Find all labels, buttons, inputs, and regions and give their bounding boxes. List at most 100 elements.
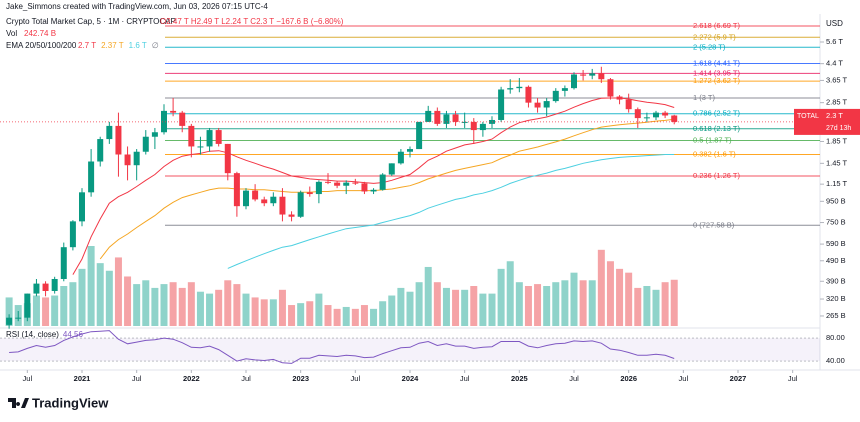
- candle-body: [580, 74, 587, 76]
- price-tag-box: [794, 108, 860, 135]
- ema-legend-value: 2.7 T: [78, 41, 96, 50]
- candle-body: [233, 173, 240, 207]
- candle-body: [106, 125, 113, 140]
- candle-body: [179, 112, 186, 126]
- candle-body: [634, 109, 641, 119]
- candle-body: [561, 88, 568, 91]
- candle-body: [552, 90, 559, 102]
- volume-bar: [342, 306, 350, 326]
- volume-bar: [606, 261, 614, 326]
- candle-body: [397, 151, 404, 164]
- candle-body: [598, 73, 605, 80]
- volume-bar: [534, 284, 542, 326]
- volume-bar: [278, 289, 286, 326]
- y-tick-label: 390 B: [826, 276, 846, 285]
- candle-body: [315, 181, 322, 195]
- price-pane: 2.618 (6.69 T) 2.272 (5.9 T)2 (5.28 T) 1.6…: [0, 21, 820, 329]
- volume-bar: [360, 305, 368, 326]
- volume-bar: [224, 280, 232, 326]
- candle-body: [33, 283, 40, 294]
- candle-body: [625, 99, 632, 110]
- volume-bar: [87, 246, 95, 326]
- volume-bar: [151, 287, 159, 326]
- x-tick-label: 2026: [620, 374, 637, 383]
- ema-line: [72, 97, 675, 275]
- candle-body: [507, 88, 514, 90]
- candle-body: [425, 110, 432, 122]
- candle-body: [434, 110, 441, 124]
- candle-body: [516, 86, 523, 89]
- candle-body: [616, 96, 623, 100]
- fib-label: 1 (3 T): [693, 93, 715, 102]
- rsi-tick-label: 80.00: [826, 333, 845, 342]
- candle-body: [571, 74, 577, 89]
- volume-bar: [397, 287, 405, 326]
- ema-line: [99, 118, 675, 260]
- candle-body: [142, 136, 149, 152]
- x-tick-label: 2027: [730, 374, 747, 383]
- logo-icon: [8, 398, 29, 408]
- x-tick-label: Jul: [241, 374, 251, 383]
- rsi-label: RSI (14, close): [6, 330, 59, 339]
- candle-body: [215, 130, 222, 144]
- volume-bar: [461, 289, 469, 326]
- candle-body: [252, 190, 259, 200]
- y-tick-label: 3.65 T: [826, 75, 848, 84]
- volume-bar: [169, 282, 177, 326]
- volume-bar: [625, 272, 633, 326]
- y-tick-label: 950 B: [826, 196, 846, 205]
- rsi-value: 44.56: [63, 330, 84, 339]
- volume-bar: [178, 287, 186, 326]
- volume-bar: [561, 280, 569, 326]
- vol-label: Vol: [6, 29, 17, 38]
- ema-line: [227, 154, 675, 269]
- candle-body: [42, 283, 49, 291]
- volume-bar: [552, 282, 560, 326]
- candle-body: [534, 102, 541, 108]
- x-tick-label: 2025: [511, 374, 528, 383]
- candle-body: [361, 183, 368, 192]
- x-tick-label: Jul: [679, 374, 689, 383]
- volume-bar: [160, 284, 168, 326]
- candle-body: [51, 278, 58, 291]
- volume-bar: [670, 279, 678, 326]
- ema-label: EMA 20/50/100/200: [6, 41, 77, 50]
- candle-body: [470, 121, 477, 131]
- volume-bar: [233, 284, 241, 326]
- volume-bar: [388, 295, 396, 326]
- logo: TradingView: [8, 395, 109, 410]
- y-tick-label: 2.85 T: [826, 98, 848, 107]
- candle-body: [607, 79, 614, 97]
- volume-bar: [60, 286, 68, 326]
- candle-body: [69, 221, 76, 248]
- fib-label: 0.786 (2.52 T): [693, 109, 740, 118]
- price-tag-label: 2.3 T: [826, 111, 843, 120]
- volume-bar: [187, 282, 195, 326]
- volume-bar: [570, 272, 578, 326]
- vol-value: 242.74 B: [24, 29, 56, 38]
- x-tick-label: Jul: [351, 374, 361, 383]
- candle-body: [261, 199, 268, 204]
- candle-body: [479, 123, 486, 131]
- candle-body: [452, 114, 459, 122]
- x-tick-label: 2024: [402, 374, 420, 383]
- y-tick-label: 1.45 T: [826, 158, 848, 167]
- volume-bar: [515, 282, 523, 326]
- candle-body: [188, 125, 195, 147]
- candle-body: [671, 115, 678, 122]
- volume-bar: [133, 284, 141, 326]
- fib-label: 0.382 (1.6 T): [693, 149, 736, 158]
- volume-bar: [32, 295, 40, 326]
- volume-bar: [124, 276, 132, 326]
- volume-bar: [297, 303, 305, 326]
- y-tick-label: 490 B: [826, 256, 846, 265]
- ema-legend-value: 2.37 T: [101, 41, 124, 50]
- volume-bar: [196, 291, 204, 326]
- volume-bar: [215, 289, 223, 326]
- ohlc: O2.47 T H2.49 T L2.24 T C2.3 T −167.6 B …: [160, 17, 344, 26]
- ema-missing: ∅: [152, 41, 159, 50]
- fib-label: 2 (5.28 T): [693, 42, 726, 51]
- candle-body: [297, 192, 304, 217]
- volume-bar: [333, 308, 341, 326]
- volume-bar: [96, 263, 104, 326]
